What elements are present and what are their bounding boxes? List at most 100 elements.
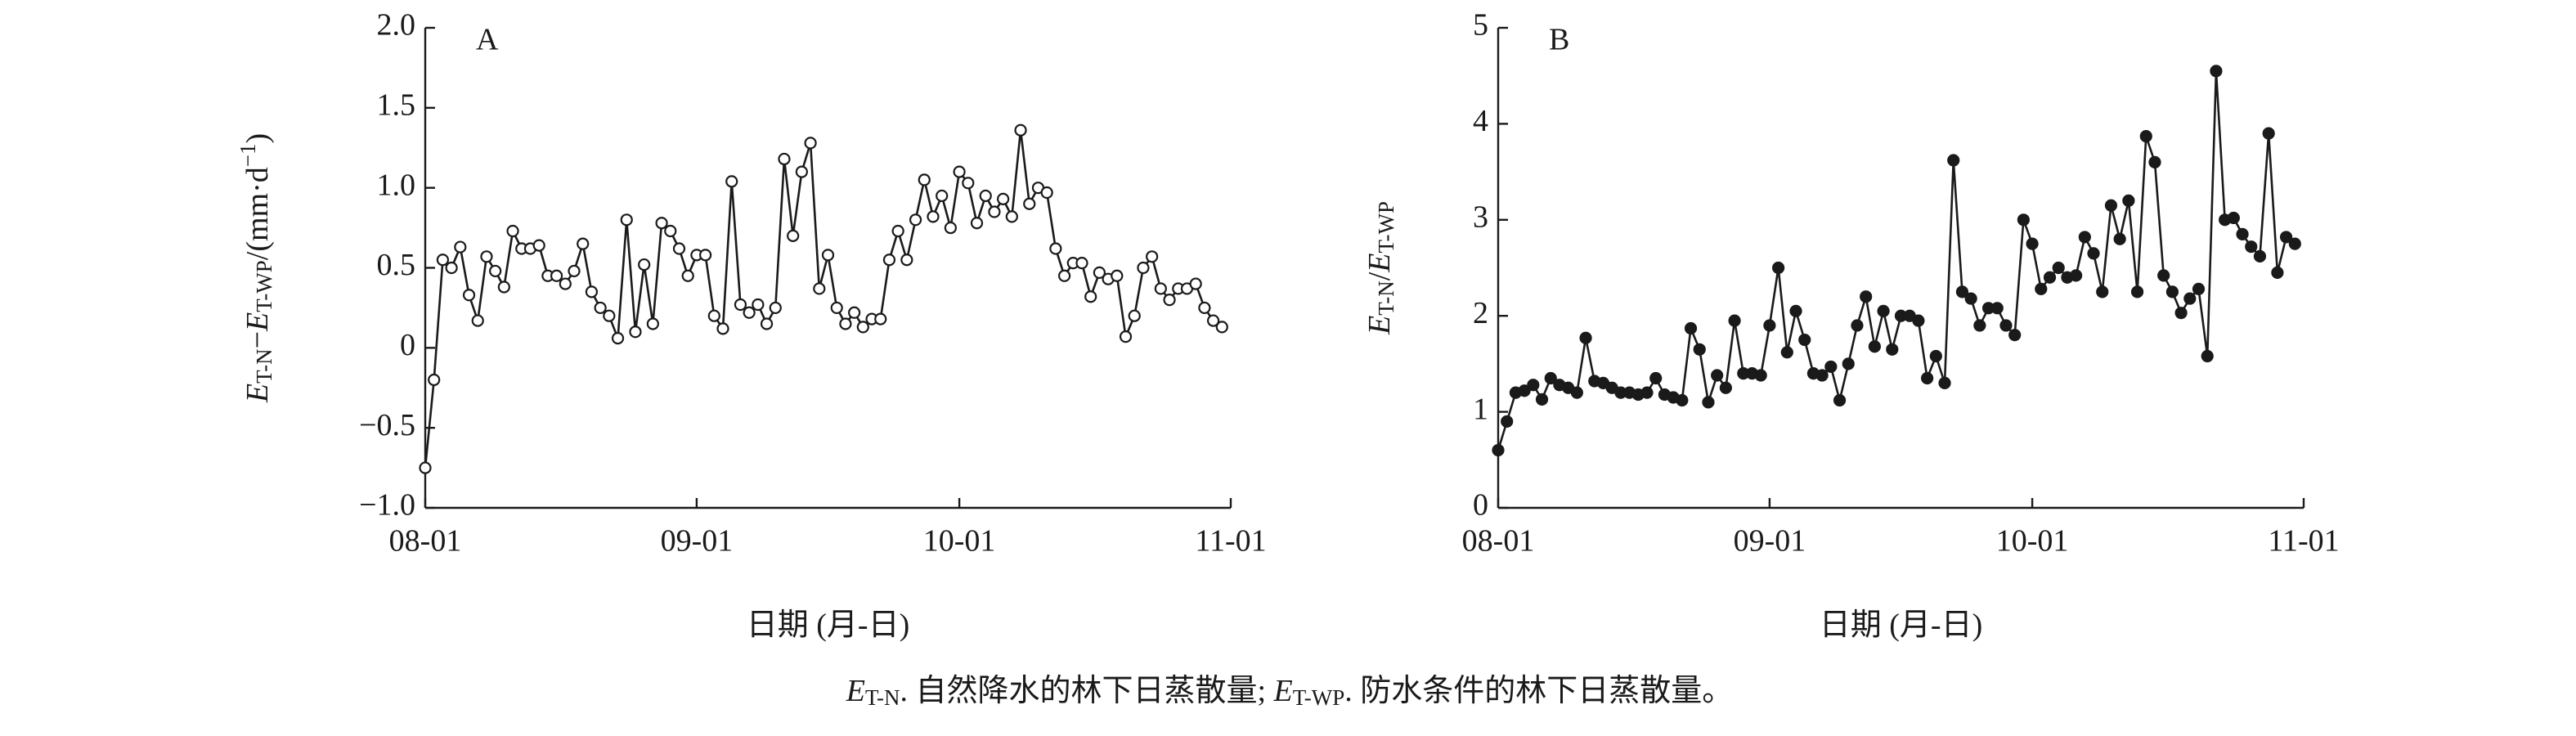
point — [2210, 65, 2223, 78]
point — [629, 325, 642, 339]
x-axis-title: 日期 (月-日) — [1820, 608, 1982, 643]
y-tick-label: −1.0 — [359, 488, 415, 523]
point — [2245, 240, 2258, 254]
point — [944, 221, 957, 235]
point — [2087, 247, 2100, 260]
x-tick-label: 08-01 — [1462, 524, 1535, 559]
y-tick-label: 2.0 — [377, 8, 416, 43]
point — [2192, 282, 2206, 295]
point — [1990, 302, 2004, 315]
point — [2288, 237, 2301, 250]
point — [2236, 227, 2249, 241]
point — [1912, 314, 1925, 327]
point — [1544, 371, 1557, 385]
point — [830, 301, 843, 315]
point — [1049, 242, 1062, 255]
point — [1711, 369, 1724, 382]
point — [882, 254, 896, 267]
point — [577, 237, 590, 250]
y-tick-label: 1 — [1473, 392, 1488, 426]
point — [1947, 154, 1960, 167]
panel-label: A — [476, 23, 499, 57]
point — [646, 317, 659, 330]
point — [1154, 282, 1167, 295]
point — [699, 249, 712, 262]
point — [2183, 292, 2197, 305]
point — [568, 264, 581, 278]
point — [1518, 384, 1531, 397]
point — [1955, 285, 1969, 298]
point — [532, 239, 545, 252]
point — [1163, 294, 1176, 307]
point — [1921, 371, 1934, 385]
point — [1206, 314, 1220, 327]
point — [778, 152, 791, 166]
point — [1111, 269, 1124, 282]
label-part: . 自然降水的林下日蒸散量; — [900, 674, 1273, 708]
point — [1693, 343, 1706, 356]
point — [2017, 213, 2030, 227]
point — [953, 165, 966, 178]
x-tick-label: 08-01 — [389, 524, 462, 559]
point — [2096, 285, 2109, 298]
point — [1798, 333, 1811, 347]
point — [1684, 321, 1698, 335]
point — [462, 289, 476, 302]
point — [1093, 266, 1106, 279]
point — [970, 217, 984, 230]
point — [1824, 360, 1838, 374]
point — [489, 264, 502, 278]
point — [927, 210, 940, 223]
point — [1702, 396, 1715, 409]
point — [1527, 379, 1540, 392]
point — [2052, 261, 2065, 275]
label-part: E — [1273, 674, 1293, 708]
point — [419, 461, 432, 474]
point — [752, 298, 765, 312]
label-part: T-WP — [1293, 685, 1345, 710]
point — [874, 312, 887, 325]
x-tick-label: 11-01 — [2268, 524, 2339, 559]
label-part: . 防水条件的林下日蒸散量。 — [1344, 674, 1733, 708]
label-part: E — [846, 674, 865, 708]
point — [672, 242, 686, 255]
point — [1640, 386, 1654, 399]
point — [1842, 357, 1855, 370]
point — [1851, 319, 1864, 332]
y-tick-label: 0.5 — [377, 248, 416, 282]
point — [1570, 386, 1583, 399]
point — [1929, 349, 1942, 363]
x-axis-title: 日期 (月-日) — [747, 608, 909, 643]
point — [1789, 304, 1802, 317]
point — [497, 280, 510, 294]
caption: ET-N. 自然降水的林下日蒸散量; ET-WP. 防水条件的林下日蒸散量。 — [846, 674, 1734, 710]
point — [1579, 331, 1592, 344]
point — [988, 205, 1001, 218]
point — [1084, 290, 1097, 303]
y-tick-label: 5 — [1473, 8, 1488, 43]
point — [2035, 282, 2048, 295]
point — [1014, 123, 1027, 137]
point — [1938, 376, 1951, 389]
point — [795, 165, 808, 178]
point — [936, 189, 949, 203]
label-part: − — [240, 331, 275, 348]
point — [813, 282, 826, 295]
y-tick-label: 3 — [1473, 200, 1488, 235]
point — [1649, 371, 1663, 385]
point — [1719, 381, 1732, 394]
point — [2139, 130, 2152, 143]
point — [707, 309, 720, 322]
point — [611, 331, 625, 345]
point — [1128, 309, 1141, 322]
point — [1780, 346, 1793, 359]
point — [1877, 304, 1890, 317]
label-part: E — [1362, 254, 1397, 273]
point — [594, 301, 607, 315]
point — [664, 224, 677, 238]
point — [1492, 443, 1505, 457]
point — [856, 321, 869, 334]
point — [1501, 415, 1514, 428]
y-axis-title: ET-N−ET-WP/(mm·d−1) — [236, 133, 276, 403]
y-tick-label: 1.5 — [377, 88, 416, 123]
